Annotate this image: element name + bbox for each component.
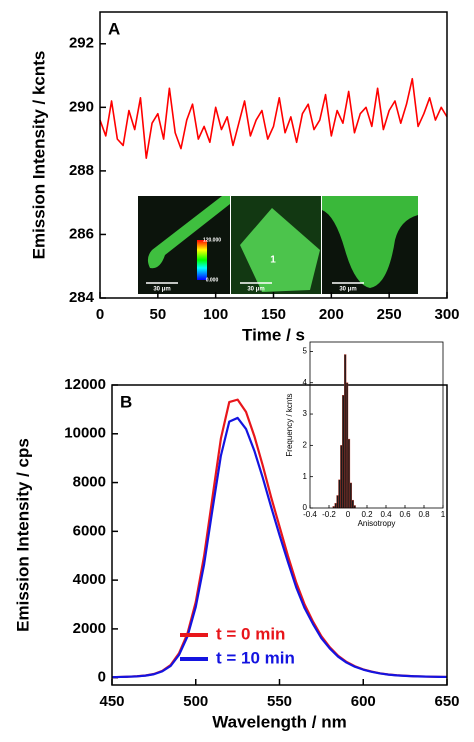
image-1-shape	[147, 196, 230, 269]
y-tick-label: 1	[303, 472, 308, 481]
data-line	[111, 416, 448, 679]
y-tick-label: 6000	[73, 522, 106, 539]
y-tick-label: 12000	[64, 376, 106, 393]
y-tick-label: 284	[69, 289, 95, 306]
image-label: 30 μm	[339, 287, 356, 293]
y-tick-label: 8000	[73, 474, 106, 491]
x-tick-label: 0.2	[361, 510, 373, 519]
x-tick-label: 200	[319, 306, 344, 323]
histogram-bar	[351, 499, 354, 509]
y-tick-label: 4	[303, 378, 308, 387]
image-label: 120.000	[203, 237, 221, 243]
y-tick-label: 2	[303, 440, 308, 449]
x-tick-label: 0	[346, 510, 351, 519]
x-axis-title: Time / s	[242, 325, 305, 344]
y-tick-label: 292	[69, 35, 94, 52]
microscopy-images	[138, 196, 418, 294]
x-tick-label: 0	[96, 306, 104, 323]
panel-label: A	[108, 19, 120, 38]
image-label: 1	[270, 255, 276, 266]
image-2-shape	[240, 208, 320, 292]
plot-frame	[99, 11, 448, 299]
x-tick-label: 600	[351, 693, 376, 710]
x-axis-title: Anisotropy	[358, 519, 396, 528]
y-axis-title: Frequency / kcnts	[285, 393, 294, 456]
image-3-shape	[322, 196, 418, 288]
histogram-bar	[336, 495, 339, 509]
x-tick-label: 650	[434, 693, 459, 710]
x-tick-label: 250	[377, 306, 402, 323]
colorbar	[197, 240, 207, 280]
y-axis-title: Emission Intensity / cps	[13, 438, 32, 632]
x-tick-label: -0.2	[322, 510, 336, 519]
x-tick-label: 500	[183, 693, 208, 710]
legend-label: t = 0 min	[216, 624, 285, 643]
x-tick-label: 0.8	[418, 510, 430, 519]
image-label: 30 μm	[247, 287, 264, 293]
y-tick-label: 4000	[73, 571, 106, 588]
image-label: 0.000	[206, 277, 219, 283]
legend-label: t = 10 min	[216, 648, 295, 667]
histogram-bar	[338, 479, 341, 509]
y-tick-label: 290	[69, 98, 94, 115]
y-tick-label: 2000	[73, 620, 106, 637]
x-tick-label: 550	[267, 693, 292, 710]
y-tick-label: 286	[69, 225, 94, 242]
histogram-bar	[342, 395, 345, 509]
x-tick-label: 0.4	[380, 510, 392, 519]
x-tick-label: 0.6	[399, 510, 411, 519]
y-tick-label: 3	[303, 409, 308, 418]
y-tick-label: 5	[303, 347, 308, 356]
y-axis-title: Emission Intensity / kcnts	[29, 51, 48, 260]
plot-frame	[111, 384, 448, 686]
y-tick-label: 288	[69, 162, 94, 179]
y-tick-label: 0	[303, 503, 308, 512]
y-tick-label: 10000	[64, 425, 106, 442]
data-line	[99, 77, 448, 159]
y-tick-label: 0	[98, 669, 106, 686]
histogram-bar	[345, 382, 349, 509]
x-axis-title: Wavelength / nm	[212, 712, 346, 731]
histogram-bar	[334, 503, 337, 509]
plot-frame	[309, 341, 444, 509]
x-tick-label: 50	[149, 306, 166, 323]
x-tick-label: 300	[434, 306, 459, 323]
histogram-bar	[344, 354, 347, 509]
x-tick-label: 150	[261, 306, 286, 323]
x-tick-label: 1	[441, 510, 446, 519]
x-tick-label: -0.4	[303, 510, 317, 519]
panel-label: B	[120, 392, 132, 411]
histogram-bar	[340, 445, 343, 509]
image-label: 30 μm	[153, 287, 170, 293]
x-tick-label: 450	[99, 693, 124, 710]
x-tick-label: 100	[203, 306, 228, 323]
histogram-bar	[349, 482, 352, 509]
histogram-bar	[347, 438, 351, 509]
